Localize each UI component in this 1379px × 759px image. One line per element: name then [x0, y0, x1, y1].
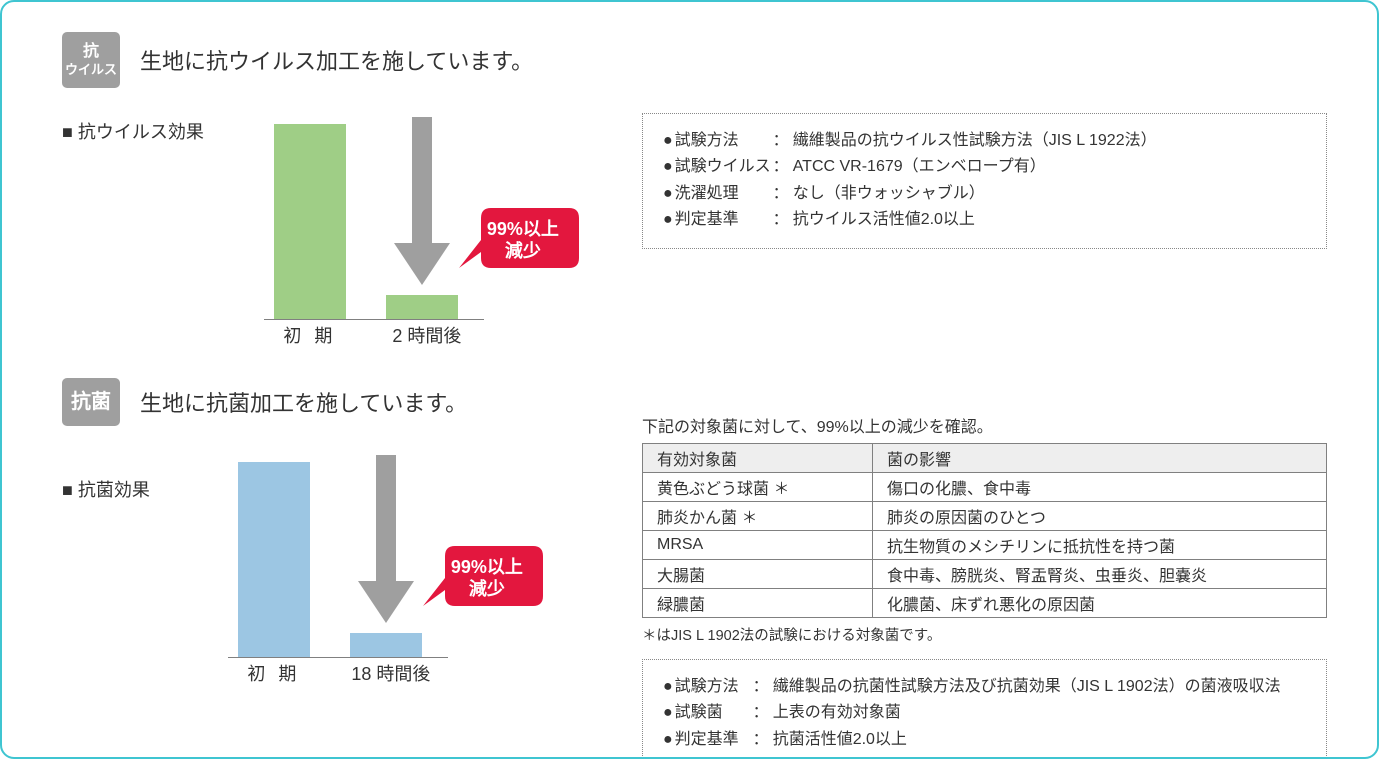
- table-header-cell: 有効対象菌: [643, 444, 873, 473]
- kin-callout-text: 99%以上 減少: [429, 546, 537, 611]
- down-arrow-icon: [384, 117, 460, 297]
- virus-bar-after: [386, 295, 458, 319]
- virus-icon: 抗 ウイルス: [62, 32, 120, 88]
- kin-xlabel-after: 18 時間後: [336, 660, 446, 686]
- virus-left-col: ■ 抗ウイルス効果: [62, 108, 602, 348]
- info-label: 試験菌: [675, 700, 753, 726]
- kin-bar-after: [350, 633, 422, 657]
- table-row: 肺炎かん菌 ＊ 肺炎の原因菌のひとつ: [643, 502, 1327, 531]
- kin-table-note: ＊はJIS L 1902法の試験における対象菌です。: [642, 624, 1327, 645]
- table-cell: 食中毒、膀胱炎、腎盂腎炎、虫垂炎、胆嚢炎: [873, 560, 1327, 589]
- table-row: MRSA 抗生物質のメシチリンに抵抗性を持つ菌: [643, 531, 1327, 560]
- virus-body: ■ 抗ウイルス効果: [62, 108, 1327, 348]
- virus-subheading: ■ 抗ウイルス効果: [62, 118, 204, 144]
- kin-header-text: 生地に抗菌加工を施しています。: [140, 386, 467, 418]
- kin-table: 有効対象菌 菌の影響 黄色ぶどう球菌 ＊ 傷口の化膿、食中毒 肺炎かん菌 ＊ 肺…: [642, 443, 1327, 618]
- kin-note-above: 下記の対象菌に対して、99%以上の減少を確認。: [642, 413, 1327, 437]
- kin-chart-area: [228, 463, 448, 658]
- virus-section: 抗 ウイルス 生地に抗ウイルス加工を施しています。 ■ 抗ウイルス効果: [62, 32, 1327, 348]
- table-cell: 傷口の化膿、食中毒: [873, 473, 1327, 502]
- info-value: 抗ウイルス活性値2.0以上: [793, 207, 1306, 233]
- info-row: ● 洗濯処理 ： なし（非ウォッシャブル）: [663, 181, 1306, 207]
- info-value: 繊維製品の抗菌性試験方法及び抗菌効果（JIS L 1902法）の菌液吸収法: [773, 674, 1306, 700]
- table-cell: 肺炎かん菌 ＊: [643, 502, 873, 531]
- down-arrow-icon: [348, 455, 424, 635]
- outer-container: 抗 ウイルス 生地に抗ウイルス加工を施しています。 ■ 抗ウイルス効果: [0, 0, 1379, 759]
- kin-right-col: 下記の対象菌に対して、99%以上の減少を確認。 有効対象菌 菌の影響 黄色ぶどう…: [642, 408, 1327, 759]
- info-row: ● 試験菌 ： 上表の有効対象菌: [663, 700, 1306, 726]
- table-body: 黄色ぶどう球菌 ＊ 傷口の化膿、食中毒 肺炎かん菌 ＊ 肺炎の原因菌のひとつ M…: [643, 473, 1327, 618]
- table-cell: 緑膿菌: [643, 589, 873, 618]
- kin-icon-text: 抗菌: [71, 390, 111, 415]
- table-cell: 肺炎の原因菌のひとつ: [873, 502, 1327, 531]
- kin-subheading: ■ 抗菌効果: [62, 476, 150, 502]
- info-value: 繊維製品の抗ウイルス性試験方法（JIS L 1922法）: [793, 128, 1306, 154]
- kin-body: ■ 抗菌効果 99%以上 減少: [62, 446, 1327, 759]
- table-row: 大腸菌 食中毒、膀胱炎、腎盂腎炎、虫垂炎、胆嚢炎: [643, 560, 1327, 589]
- info-value: 抗菌活性値2.0以上: [773, 727, 1306, 753]
- table-header-row: 有効対象菌 菌の影響: [643, 444, 1327, 473]
- info-row: ● 判定基準 ： 抗ウイルス活性値2.0以上: [663, 207, 1306, 233]
- info-label: 試験方法: [675, 674, 753, 700]
- info-value: なし（非ウォッシャブル）: [793, 181, 1306, 207]
- virus-header-text: 生地に抗ウイルス加工を施しています。: [140, 44, 533, 76]
- info-label: 判定基準: [675, 727, 753, 753]
- table-header-cell: 菌の影響: [873, 444, 1327, 473]
- virus-xlabel-after: 2 時間後: [372, 322, 482, 348]
- kin-chart: 99%以上 減少 初 期 18 時間後: [228, 446, 558, 686]
- virus-info-box: ● 試験方法 ： 繊維製品の抗ウイルス性試験方法（JIS L 1922法） ● …: [642, 113, 1327, 249]
- table-cell: 抗生物質のメシチリンに抵抗性を持つ菌: [873, 531, 1327, 560]
- kin-callout: 99%以上 減少: [423, 546, 543, 610]
- virus-icon-line2: ウイルス: [65, 62, 117, 78]
- info-row: ● 試験方法 ： 繊維製品の抗菌性試験方法及び抗菌効果（JIS L 1902法）…: [663, 674, 1306, 700]
- info-value: ATCC VR-1679（エンベロープ有）: [793, 154, 1306, 180]
- table-row: 黄色ぶどう球菌 ＊ 傷口の化膿、食中毒: [643, 473, 1327, 502]
- table-row: 緑膿菌 化膿菌、床ずれ悪化の原因菌: [643, 589, 1327, 618]
- virus-xlabel-initial: 初 期: [274, 322, 346, 348]
- kin-section: 抗菌 生地に抗菌加工を施しています。 ■ 抗菌効果: [62, 378, 1327, 759]
- info-label: 洗濯処理: [675, 181, 773, 207]
- virus-header-row: 抗 ウイルス 生地に抗ウイルス加工を施しています。: [62, 32, 1327, 88]
- virus-callout-text: 99%以上 減少: [465, 208, 573, 273]
- kin-bar-initial: [238, 462, 310, 657]
- kin-xlabel-initial: 初 期: [238, 660, 310, 686]
- info-row: ● 試験方法 ： 繊維製品の抗ウイルス性試験方法（JIS L 1922法）: [663, 128, 1306, 154]
- kin-left-col: ■ 抗菌効果 99%以上 減少: [62, 446, 602, 686]
- info-label: 試験ウイルス: [675, 154, 773, 180]
- kin-icon: 抗菌: [62, 378, 120, 426]
- info-row: ● 試験ウイルス ： ATCC VR-1679（エンベロープ有）: [663, 154, 1306, 180]
- virus-right-col: ● 試験方法 ： 繊維製品の抗ウイルス性試験方法（JIS L 1922法） ● …: [642, 108, 1327, 249]
- virus-callout: 99%以上 減少: [459, 208, 579, 272]
- table-cell: 化膿菌、床ずれ悪化の原因菌: [873, 589, 1327, 618]
- info-label: 判定基準: [675, 207, 773, 233]
- virus-chart-area: [264, 125, 484, 320]
- kin-info-box: ● 試験方法 ： 繊維製品の抗菌性試験方法及び抗菌効果（JIS L 1902法）…: [642, 659, 1327, 759]
- info-label: 試験方法: [675, 128, 773, 154]
- table-cell: 黄色ぶどう球菌 ＊: [643, 473, 873, 502]
- table-cell: 大腸菌: [643, 560, 873, 589]
- info-row: ● 判定基準 ： 抗菌活性値2.0以上: [663, 727, 1306, 753]
- virus-bar-initial: [274, 124, 346, 319]
- virus-icon-line1: 抗: [83, 42, 99, 62]
- table-cell: MRSA: [643, 531, 873, 560]
- virus-chart: 99%以上 減少 初 期 2 時間後: [264, 108, 594, 348]
- info-value: 上表の有効対象菌: [773, 700, 1306, 726]
